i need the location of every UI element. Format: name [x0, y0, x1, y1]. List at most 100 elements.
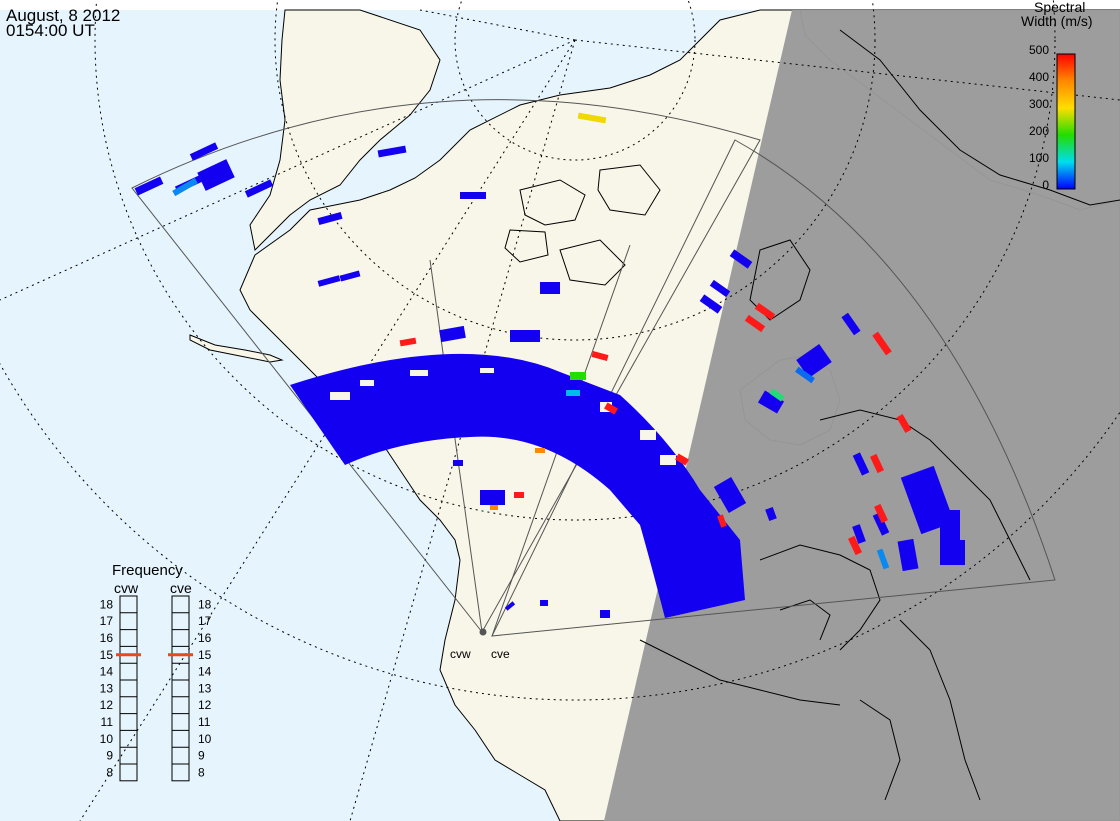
- colorbar-tick-label: 500: [1029, 43, 1049, 57]
- scatter-cell: [709, 279, 731, 298]
- scatter-cell: [134, 176, 164, 196]
- scatter-cell: [874, 503, 888, 524]
- scatter-cell: [841, 312, 861, 336]
- frequency-scale-label-left: 10: [100, 732, 114, 746]
- scatter-cell: [600, 610, 610, 618]
- scatter-cell: [950, 540, 965, 565]
- scatter-cell: [897, 538, 919, 572]
- arctic-island-2: [597, 164, 661, 216]
- colorbar: Spectral Width (m/s) 500 400 300 200 100 0: [1021, 0, 1093, 192]
- scatter-cell: [504, 601, 516, 611]
- frequency-title: Frequency: [112, 562, 183, 579]
- scatter-cell: [570, 372, 586, 380]
- radar-sites: cvw cve: [450, 628, 510, 661]
- scatter-cell: [744, 314, 766, 333]
- scatter-cell: [713, 477, 747, 513]
- scatter-cell: [577, 112, 607, 124]
- scatter-cell: [453, 460, 463, 466]
- scatter-cell: [872, 331, 892, 356]
- scatter-cell: [540, 282, 560, 294]
- scatter-cell: [189, 142, 219, 161]
- scatter-cell: [699, 294, 723, 314]
- colorbar-tick-label: 400: [1029, 70, 1049, 84]
- radar-label-cve: cve: [491, 647, 510, 661]
- frequency-scale-label-right: 14: [198, 665, 212, 679]
- night-coastlines: [639, 29, 1120, 801]
- colorbar-tick-label: 200: [1029, 124, 1049, 138]
- arctic-island-4: [504, 229, 549, 263]
- frequency-scale-label-right: 17: [198, 614, 212, 628]
- scatter-gap: [330, 392, 350, 400]
- fov-cve: [491, 139, 1056, 637]
- scatter-gap: [640, 430, 656, 440]
- scatter-cell: [675, 453, 689, 466]
- scatter-cell: [852, 452, 870, 476]
- scatter-cell: [729, 249, 753, 269]
- frequency-scale-label-right: 13: [198, 681, 212, 695]
- colorbar-tick-label: 0: [1042, 178, 1049, 192]
- scatter-cells: [134, 112, 965, 618]
- frequency-ladder-cvw: [119, 595, 138, 782]
- colorbar-tick-label: 300: [1029, 97, 1049, 111]
- scatter-cell: [540, 600, 548, 606]
- date-label: August, 8 2012: [6, 6, 121, 25]
- night-terminator-shade: [604, 10, 1120, 821]
- frequency-scale-label-left: 15: [100, 648, 114, 662]
- frequency-label-cve: cve: [170, 580, 192, 596]
- scatter-cell: [717, 514, 727, 528]
- scatter-gap: [660, 455, 676, 465]
- colorbar-tick-label: 100: [1029, 151, 1049, 165]
- aleutian-islands: [189, 334, 284, 363]
- frequency-scale-label-right: 15: [198, 648, 212, 662]
- arctic-island-1: [519, 179, 586, 226]
- scatter-cell: [566, 390, 580, 396]
- scatter-cell: [339, 270, 361, 282]
- scatter-gap: [410, 370, 428, 376]
- scatter-cell: [591, 351, 609, 361]
- timestamp-header: August, 8 2012 0154:00 UT: [6, 6, 121, 39]
- alaska-north-landmass: [249, 9, 441, 252]
- scatter-cell: [439, 325, 466, 343]
- scatter-cell: [510, 330, 540, 342]
- fov-cvw: [131, 99, 761, 633]
- frequency-scale-label-right: 10: [198, 732, 212, 746]
- scatter-cell: [754, 302, 776, 321]
- scatter-cell: [197, 159, 235, 191]
- frequency-scale-label-left: 8: [106, 765, 113, 779]
- scatter-cell: [765, 506, 777, 522]
- colorbar-title-line1: Spectral: [1034, 0, 1085, 15]
- scatter-cell: [795, 366, 815, 384]
- scatter-cell: [796, 343, 832, 379]
- scatter-cell: [377, 145, 407, 158]
- scatter-gap: [360, 380, 374, 386]
- scatter-cell: [244, 179, 274, 198]
- scatter-cell: [852, 524, 866, 544]
- scatter-band-main: [290, 353, 745, 618]
- frequency-scale-label-left: 17: [100, 614, 114, 628]
- scatter-cell: [172, 177, 198, 197]
- scatter-gap: [480, 368, 494, 373]
- frequency-scale-label-left: 16: [100, 631, 114, 645]
- frequency-panel: Frequency cvw cve 18 18 17 17 16 16 15 15 14 14 13…: [100, 562, 212, 782]
- frequency-scale-label-left: 9: [106, 749, 113, 763]
- scatter-cell: [870, 453, 884, 474]
- arctic-island-3: [559, 239, 626, 286]
- frequency-label-cvw: cvw: [114, 580, 139, 596]
- radar-label-cvw: cvw: [450, 647, 471, 661]
- frequency-scale-label-left: 12: [100, 698, 114, 712]
- frequency-ladder-cve: [171, 595, 190, 782]
- colorbar-title-line2: Width (m/s): [1021, 13, 1093, 29]
- scatter-cell: [876, 548, 890, 570]
- scatter-cell: [872, 512, 890, 536]
- scatter-cell: [769, 388, 785, 402]
- frequency-scale-label-left: 13: [100, 681, 114, 695]
- frequency-scale-label-left: 18: [100, 597, 114, 611]
- radar-site-cvw: [479, 628, 487, 636]
- scatter-cell: [490, 505, 498, 510]
- scatter-cell: [317, 212, 343, 225]
- scatter-cell: [604, 402, 618, 415]
- scatter-cell: [848, 535, 862, 556]
- frequency-scale-label-right: 8: [198, 765, 205, 779]
- scatter-cell: [460, 192, 486, 199]
